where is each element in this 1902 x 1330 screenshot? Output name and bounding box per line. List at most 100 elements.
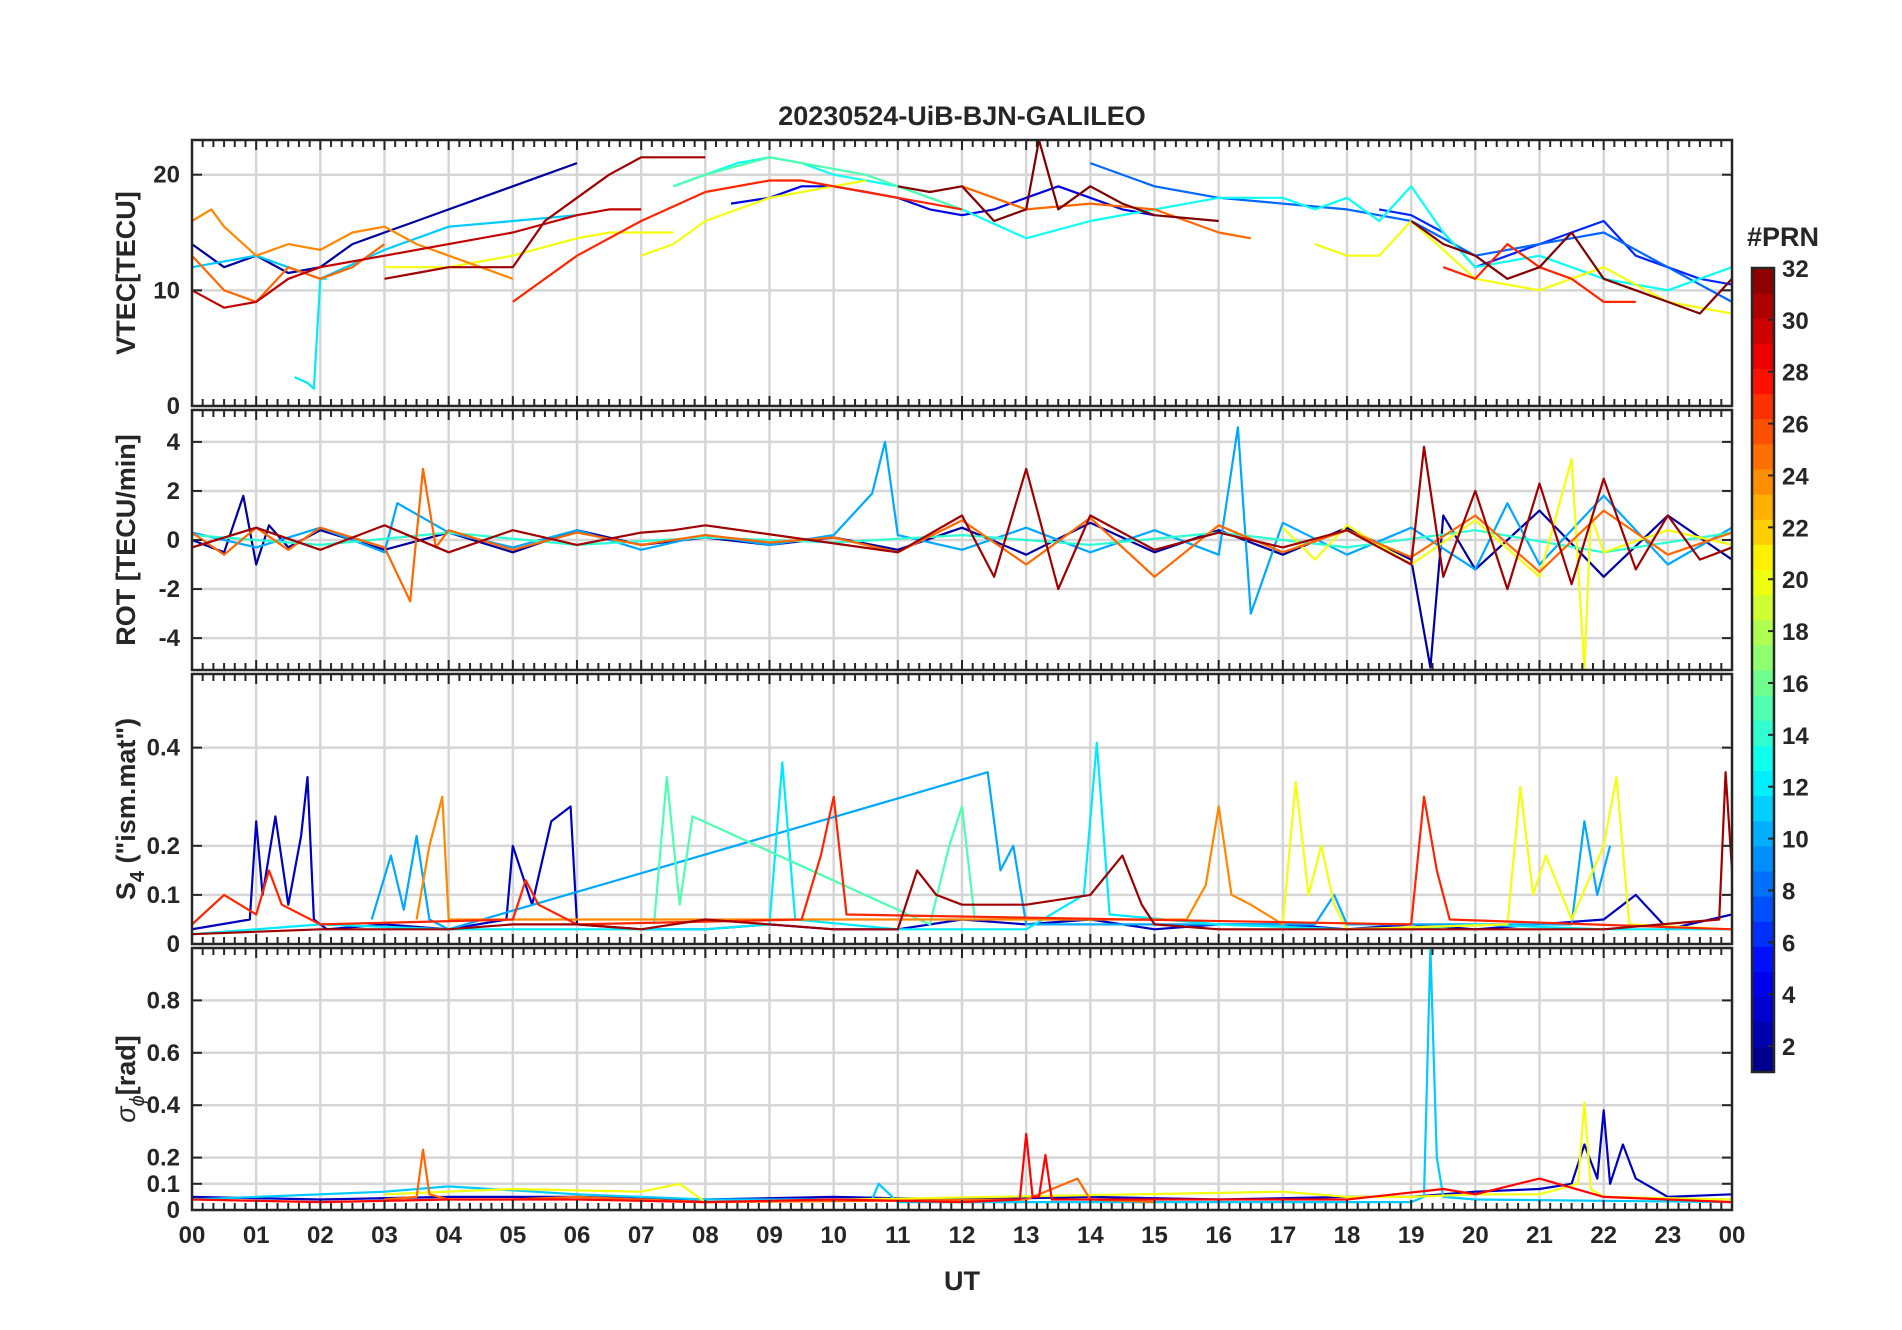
colorbar-tick-label: 8 xyxy=(1782,878,1795,905)
y-tick-label: 0.1 xyxy=(147,882,180,909)
colorbar-tick-label: 22 xyxy=(1782,515,1809,542)
x-tick-label: 17 xyxy=(1269,1222,1296,1249)
series-line-prn-31 xyxy=(192,771,1732,936)
colorbar-segment xyxy=(1752,896,1774,922)
y-axis-label-sigma: σϕ[rad] xyxy=(111,1035,149,1122)
x-tick-label: 06 xyxy=(564,1222,591,1249)
x-tick-label: 02 xyxy=(307,1222,334,1249)
colorbar-segment xyxy=(1752,996,1774,1023)
colorbar-tick-label: 24 xyxy=(1782,463,1809,490)
x-tick-label: 19 xyxy=(1398,1222,1425,1249)
series-line-prn-20 xyxy=(1281,775,1732,931)
series-line-prn-15 xyxy=(672,156,963,211)
panel-vtec: 0 10 20 VTEC[TECU] xyxy=(111,138,1734,420)
series-line-prn-25 xyxy=(384,1148,1155,1204)
colorbar-segment xyxy=(1752,871,1774,897)
series-line-prn-10 xyxy=(370,771,1612,931)
x-tick-label: 15 xyxy=(1141,1222,1168,1249)
series-group xyxy=(192,426,1732,670)
colorbar-tick-label: 12 xyxy=(1782,775,1809,802)
y-tick-label: 0.4 xyxy=(147,1092,181,1119)
x-tick-label: 01 xyxy=(243,1222,270,1249)
x-tick-labels: 00 01 02 03 04 05 06 07 08 09 10 11 12 13 14 15 16 17 18 19… xyxy=(179,1222,1746,1249)
colorbar-segment xyxy=(1752,795,1774,822)
colorbar-segment xyxy=(1752,443,1774,470)
series-line-prn-32 xyxy=(1410,220,1732,315)
colorbar-segment xyxy=(1752,921,1774,947)
panel-s4: 0 0.1 0.2 0.4S4 ("ism.mat") xyxy=(111,672,1734,958)
y-tick-label: 0.2 xyxy=(147,1145,180,1172)
x-tick-label: 00 xyxy=(179,1222,206,1249)
colorbar-tick-label: 6 xyxy=(1782,930,1795,957)
y-tick-label: 0.8 xyxy=(147,987,180,1014)
series-line-prn-24 xyxy=(415,795,1284,926)
x-tick-label: 21 xyxy=(1526,1222,1553,1249)
panel-sigma: 00.10.2 0.4 0.6 0.8 σϕ[rad] xyxy=(111,946,1734,1224)
colorbar-segment xyxy=(1752,619,1774,646)
series-line-prn-15 xyxy=(652,775,976,926)
series-line-prn-27 xyxy=(512,179,963,303)
colorbar-segment xyxy=(1752,946,1774,972)
y-tick-label: 0.6 xyxy=(147,1040,180,1067)
colorbar-tick-label: 18 xyxy=(1782,619,1809,646)
colorbar-segment xyxy=(1752,418,1774,445)
series-line-prn-25 xyxy=(961,185,1251,240)
panel-rot: -4 -2 0 2 4 ROT [TECU/min] xyxy=(111,408,1734,672)
x-axis-label: UT xyxy=(944,1266,980,1296)
series-line-prn-25 xyxy=(192,467,1732,603)
colorbar-label: #PRN xyxy=(1747,222,1819,252)
series-line-prn-30 xyxy=(192,208,642,309)
colorbar-segment xyxy=(1752,519,1774,545)
colorbar-tick-label: 2 xyxy=(1782,1034,1795,1061)
colorbar-segment xyxy=(1752,469,1774,495)
y-tick-label: 0 xyxy=(167,931,180,958)
axes-box xyxy=(190,946,1734,1212)
x-tick-label: 13 xyxy=(1013,1222,1040,1249)
y-tick-label: 10 xyxy=(153,277,180,304)
y-axis-label-vtec: VTEC[TECU] xyxy=(111,191,141,355)
series-line-prn-25 xyxy=(192,243,386,303)
y-axis-label-s4: S4 ("ism.mat") xyxy=(111,718,149,900)
colorbar-segment xyxy=(1752,644,1774,671)
colorbar-tick-label: 28 xyxy=(1782,360,1809,387)
colorbar-segment xyxy=(1752,393,1774,420)
colorbar-segment xyxy=(1752,670,1774,696)
series-line-prn-32 xyxy=(897,140,1219,223)
colorbar-segment xyxy=(1752,268,1774,294)
axes-box xyxy=(190,138,1734,408)
colorbar-segment xyxy=(1752,720,1774,746)
series-line-prn-20 xyxy=(640,179,866,257)
series-group xyxy=(192,948,1732,1204)
series-line-prn-4 xyxy=(730,185,1155,217)
colorbar-segment xyxy=(1752,971,1774,998)
colorbar-frame xyxy=(1750,266,1776,1074)
y-tick-label: 0.1 xyxy=(147,1171,180,1198)
y-tick-label: 0.4 xyxy=(147,735,181,762)
x-tick-label: 18 xyxy=(1334,1222,1361,1249)
x-tick-label: 12 xyxy=(949,1222,976,1249)
series-line-prn-2 xyxy=(192,494,1732,669)
colorbar-tick-label: 30 xyxy=(1782,308,1809,335)
series-line-prn-31 xyxy=(384,156,706,280)
x-tick-label: 23 xyxy=(1654,1222,1681,1249)
colorbar-segment xyxy=(1752,544,1774,570)
axes-box xyxy=(190,672,1734,946)
x-tick-label: 03 xyxy=(371,1222,398,1249)
y-tick-label: 0 xyxy=(167,1197,180,1224)
x-tick-label: 08 xyxy=(692,1222,719,1249)
x-tick-label: 04 xyxy=(435,1222,462,1249)
y-tick-label: 0 xyxy=(167,393,180,420)
series-line-prn-20 xyxy=(384,1101,1732,1204)
colorbar-tick-label: 4 xyxy=(1782,982,1796,1009)
y-axis-label-rot: ROT [TECU/min] xyxy=(111,434,141,645)
colorbar-tick-label: 26 xyxy=(1782,412,1809,439)
x-tick-label: 10 xyxy=(820,1222,847,1249)
colorbar-segment xyxy=(1752,368,1774,395)
x-tick-label: 16 xyxy=(1205,1222,1232,1249)
colorbar-segment xyxy=(1752,594,1774,621)
y-tick-label: 2 xyxy=(167,478,180,505)
x-tick-label: 22 xyxy=(1590,1222,1617,1249)
y-tick-label: -4 xyxy=(159,625,181,652)
